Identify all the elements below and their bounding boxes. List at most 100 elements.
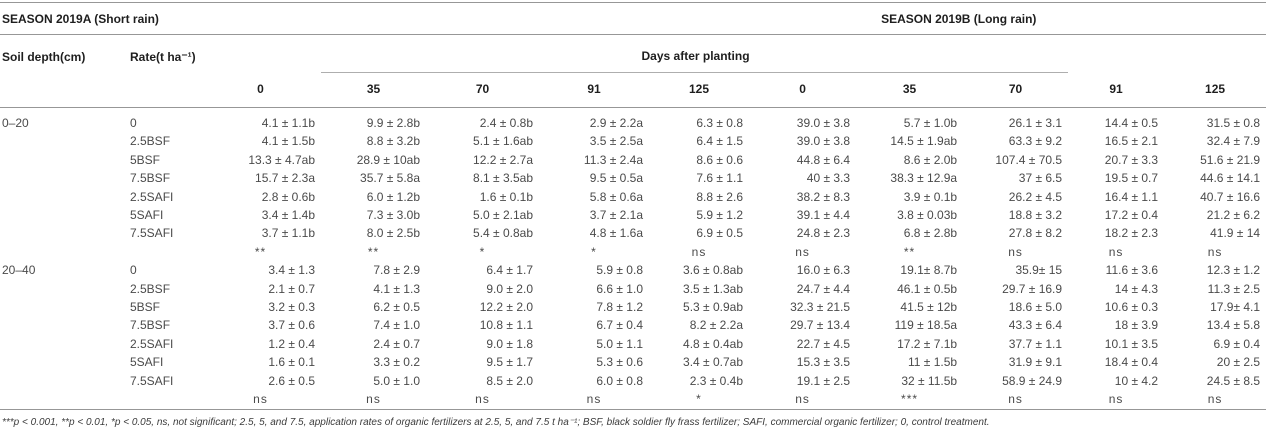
value-cell: 39.1 ± 4.4 [796,208,851,223]
value-cell: 4.1 ± 1.3 [373,281,420,296]
soil-depth-cell [0,224,128,242]
day-column-header: 0 [200,72,321,108]
value-cell: 58.9 ± 24.9 [1002,373,1063,388]
rate-cell: 0 [130,116,137,130]
value-cell: 6.3 ± 0.8 [696,116,743,130]
value-cell: 5.1 ± 1.6ab [473,134,533,149]
value-cell: 18.8 ± 3.2 [1008,208,1063,223]
soil-depth-cell [0,298,128,316]
value-cell: 6.9 ± 0.5 [696,226,743,241]
rate-cell: 5SAFI [130,355,164,370]
soil-depth-cell: 0–20 [2,116,29,130]
rate-cell [128,243,200,261]
rate-cell: 5BSF [130,300,161,315]
value-cell: 31.5 ± 0.8 [1206,116,1261,130]
value-cell: 11.3 ± 2.5 [1207,281,1261,296]
value-cell: 32.4 ± 7.9 [1206,134,1261,149]
value-cell: 5.4 ± 0.8ab [473,226,533,241]
day-column-header: 125 [1164,72,1266,108]
value-cell: 19.1± 8.7b [900,263,958,278]
significance-cell: *** [901,392,919,407]
value-cell: 13.3 ± 4.7ab [248,152,315,167]
day-number-header-row: 0 35 70 91 125 0 35 70 91 125 [0,72,1266,108]
value-cell: 5.7 ± 1.0b [903,116,958,130]
rate-cell: 2.5BSF [130,281,171,296]
significance-cell: ns [691,244,707,259]
significance-cell: * [591,244,597,259]
significance-cell: ns [1207,244,1223,259]
value-cell: 31.9 ± 9.1 [1008,355,1063,370]
header-spacer [0,72,128,108]
value-cell: 17.2 ± 0.4 [1104,208,1159,223]
value-cell: 38.3 ± 12.9a [890,171,958,186]
value-cell: 107.4 ± 70.5 [995,152,1063,167]
value-cell: 63.3 ± 9.2 [1008,134,1063,149]
value-cell: 3.4 ± 0.7ab [683,355,743,370]
significance-cell: ** [903,244,916,259]
value-cell: 3.7 ± 0.6 [268,318,315,333]
value-cell: 17.2 ± 7.1b [897,336,958,351]
table-body: 0–20 0 4.1 ± 1.1b 9.9 ± 2.8b 2.4 ± 0.8b 2.9 ±… [0,108,1266,410]
value-cell: 5.0 ± 1.0 [373,373,420,388]
value-cell: 14.4 ± 0.5 [1104,116,1159,130]
value-cell: 44.8 ± 6.4 [796,152,851,167]
season-b-header: SEASON 2019B (Long rain) [856,2,1266,35]
value-cell: 4.1 ± 1.5b [261,134,315,149]
significance-cell: ns [795,392,810,407]
value-cell: 10.1 ± 3.5 [1104,336,1159,351]
days-after-planting-header: Days after planting [321,34,1069,73]
table-row: 5SAFI 3.4 ± 1.4b 7.3 ± 3.0b 5.0 ± 2.1ab 3.7 … [0,206,1266,224]
value-cell: 5.9 ± 1.2 [696,208,743,223]
value-cell: 39.0 ± 3.8 [796,116,851,130]
table-row: 2.5SAFI 2.8 ± 0.6b 6.0 ± 1.2b 1.6 ± 0.1b 5.8… [0,188,1266,206]
value-cell: 7.4 ± 1.0 [373,318,420,333]
value-cell: 43.3 ± 6.4 [1008,318,1063,333]
value-cell: 26.1 ± 3.1 [1008,116,1063,130]
rate-cell [128,390,200,409]
value-cell: 51.6 ± 21.9 [1200,152,1261,167]
table-row: 2.5SAFI 1.2 ± 0.4 2.4 ± 0.7 9.0 ± 1.8 5.0 ± … [0,335,1266,353]
significance-cell: ns [1108,244,1124,259]
value-cell: 8.8 ± 2.6 [696,189,743,204]
value-cell: 35.7 ± 5.8a [360,171,420,186]
value-cell: 9.9 ± 2.8b [366,116,420,130]
day-column-header: 70 [963,72,1069,108]
significance-row: ns ns ns ns * ns *** ns ns ns [0,390,1266,409]
header-spacer [1068,35,1266,73]
soil-depth-cell [0,243,128,261]
value-cell: 4.1 ± 1.1b [261,116,315,130]
value-cell: 32 ± 11.5b [901,373,958,388]
table-row: 7.5SAFI 3.7 ± 1.1b 8.0 ± 2.5b 5.4 ± 0.8ab 4.… [0,224,1266,242]
value-cell: 18.4 ± 0.4 [1104,355,1159,370]
value-cell: 11.6 ± 3.6 [1105,263,1159,278]
value-cell: 3.5 ± 1.3ab [683,281,743,296]
value-cell: 11.3 ± 2.4a [583,152,643,167]
value-cell: 12.3 ± 1.2 [1206,263,1261,278]
rate-cell: 5BSF [130,152,161,167]
soil-depth-cell [0,390,128,409]
significance-cell: ns [1008,392,1023,407]
value-cell: 44.6 ± 14.1 [1200,171,1261,186]
value-cell: 26.2 ± 4.5 [1008,189,1063,204]
group-header-row: Soil depth(cm) Rate(t ha⁻¹) Days after p… [0,34,1266,73]
day-column-header: 91 [1068,72,1165,108]
results-table: SEASON 2019A (Short rain) SEASON 2019B (… [0,2,1266,410]
soil-depth-cell [0,151,128,169]
significance-cell: ns [366,392,381,407]
rate-cell: 5SAFI [130,208,164,223]
significance-cell: * [696,392,702,407]
rate-cell: 0 [130,263,137,278]
value-cell: 5.3 ± 0.6 [596,355,643,370]
value-cell: 3.7 ± 2.1a [589,208,643,223]
significance-cell: ** [367,244,380,259]
value-cell: 21.2 ± 6.2 [1206,208,1261,223]
value-cell: 8.6 ± 2.0b [903,152,958,167]
value-cell: 40 ± 3.3 [806,171,851,186]
rate-column-header: Rate(t ha⁻¹) [130,49,196,64]
value-cell: 8.0 ± 2.5b [366,226,420,241]
day-column-header: 0 [749,72,857,108]
significance-cell: ns [1108,392,1124,407]
table-footnote: ***p < 0.001, **p < 0.01, *p < 0.05, ns,… [2,416,990,428]
soil-depth-cell [0,372,128,390]
